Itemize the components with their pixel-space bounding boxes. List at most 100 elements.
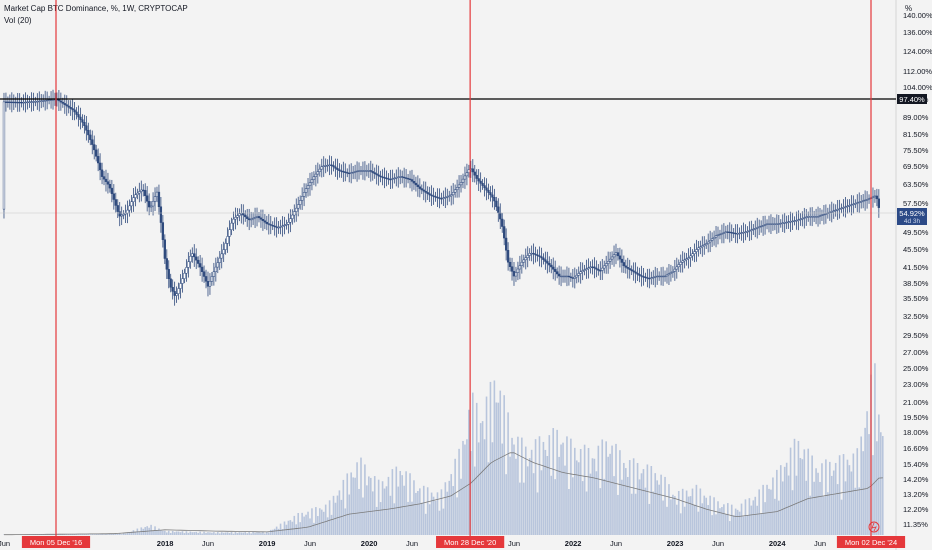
candle-body [81, 119, 84, 123]
candle-body [718, 233, 722, 236]
volume-bar [570, 438, 572, 535]
candle-body [100, 169, 104, 177]
volume-bar [727, 503, 729, 535]
volume-bar [44, 534, 46, 535]
candle-body [844, 206, 847, 208]
candle-body [96, 156, 100, 164]
candle-body [760, 225, 763, 228]
candle-body [208, 281, 212, 287]
candle-body [144, 190, 147, 197]
candle-body [555, 271, 559, 275]
candle-body [340, 170, 343, 172]
alert-clock-icon[interactable] [868, 521, 880, 533]
volume-bar [226, 532, 229, 535]
volume-bar [232, 533, 235, 535]
volume-bar [550, 475, 553, 535]
candle-body [304, 188, 308, 193]
x-tick-label: Jun [304, 539, 316, 548]
candle-body [75, 111, 78, 115]
candle-body [752, 228, 755, 231]
volume-bar [471, 392, 474, 535]
volume-bar [507, 412, 509, 535]
volume-bar [452, 486, 454, 535]
volume-bar [670, 499, 672, 535]
candle-body [489, 192, 492, 196]
volume-ma-line [4, 452, 883, 536]
volume-bar [638, 479, 641, 535]
candle-body [444, 196, 447, 199]
candle-body [516, 268, 520, 273]
candle-body [418, 186, 421, 189]
x-tick-label: 2020 [361, 539, 378, 548]
volume-bar [575, 460, 578, 535]
candle-body [795, 220, 798, 222]
volume-bar [209, 532, 211, 535]
volume-bar [48, 534, 50, 535]
volume-bar [383, 488, 386, 535]
candle-body [381, 176, 384, 178]
volume-bar [75, 534, 78, 535]
candle-body [320, 166, 323, 170]
volume-bar [326, 517, 329, 535]
volume-bar [730, 504, 733, 535]
candle-body [324, 165, 327, 167]
volume-bar [707, 505, 709, 535]
candle-body [442, 197, 445, 199]
candle-body [406, 178, 410, 180]
volume-bar [546, 456, 549, 535]
y-tick-label: 29.50% [903, 331, 929, 340]
candle-body [397, 176, 400, 178]
volume-bar [387, 476, 390, 535]
current-price-countdown: 4d 3h [904, 218, 921, 225]
candle-body [26, 101, 29, 103]
volume-bar [752, 500, 755, 535]
candle-body [275, 226, 278, 228]
candle-body [552, 266, 555, 270]
volume-bar [297, 513, 300, 535]
candle-body [36, 101, 39, 103]
volume-bar [787, 475, 790, 535]
candle-body [528, 253, 531, 256]
volume-bar [676, 504, 678, 535]
candle-body [151, 201, 155, 207]
volume-bar [356, 462, 358, 535]
candle-body [267, 223, 270, 225]
candle-body [683, 259, 686, 262]
volume-bar [368, 476, 370, 535]
candle-body [440, 198, 443, 200]
candle-body [848, 205, 851, 207]
volume-bar [781, 481, 784, 535]
candle-body [557, 273, 561, 277]
candle-body [316, 171, 319, 175]
candle-body [479, 180, 482, 184]
volume-bar [819, 481, 821, 535]
candle-body [71, 108, 74, 111]
volume-bar [397, 486, 400, 535]
candle-body [49, 99, 53, 101]
candle-body [65, 104, 68, 107]
volume-bar [689, 496, 692, 535]
candle-body [789, 221, 792, 223]
candle-body [812, 216, 816, 218]
candle-body [220, 253, 223, 259]
volume-bar [77, 534, 80, 535]
volume-bar [681, 488, 684, 535]
y-tick-label: 63.50% [903, 180, 929, 189]
candle-body [807, 216, 810, 218]
chart-title: Market Cap BTC Dominance, %, 1W, CRYPTOC… [4, 4, 188, 13]
candle-body [285, 224, 288, 226]
volume-bar [701, 503, 704, 535]
candle-body [512, 271, 516, 277]
volume-bar [220, 532, 223, 535]
volume-bar [815, 468, 817, 535]
candle-body [824, 213, 828, 215]
candle-body [581, 270, 584, 272]
volume-bar [348, 494, 351, 535]
volume-bar [340, 499, 343, 535]
volume-bar [360, 457, 362, 535]
candle-body [373, 172, 376, 174]
volume-bar [307, 511, 309, 535]
volume-bar [140, 527, 143, 535]
candle-body [820, 214, 824, 216]
